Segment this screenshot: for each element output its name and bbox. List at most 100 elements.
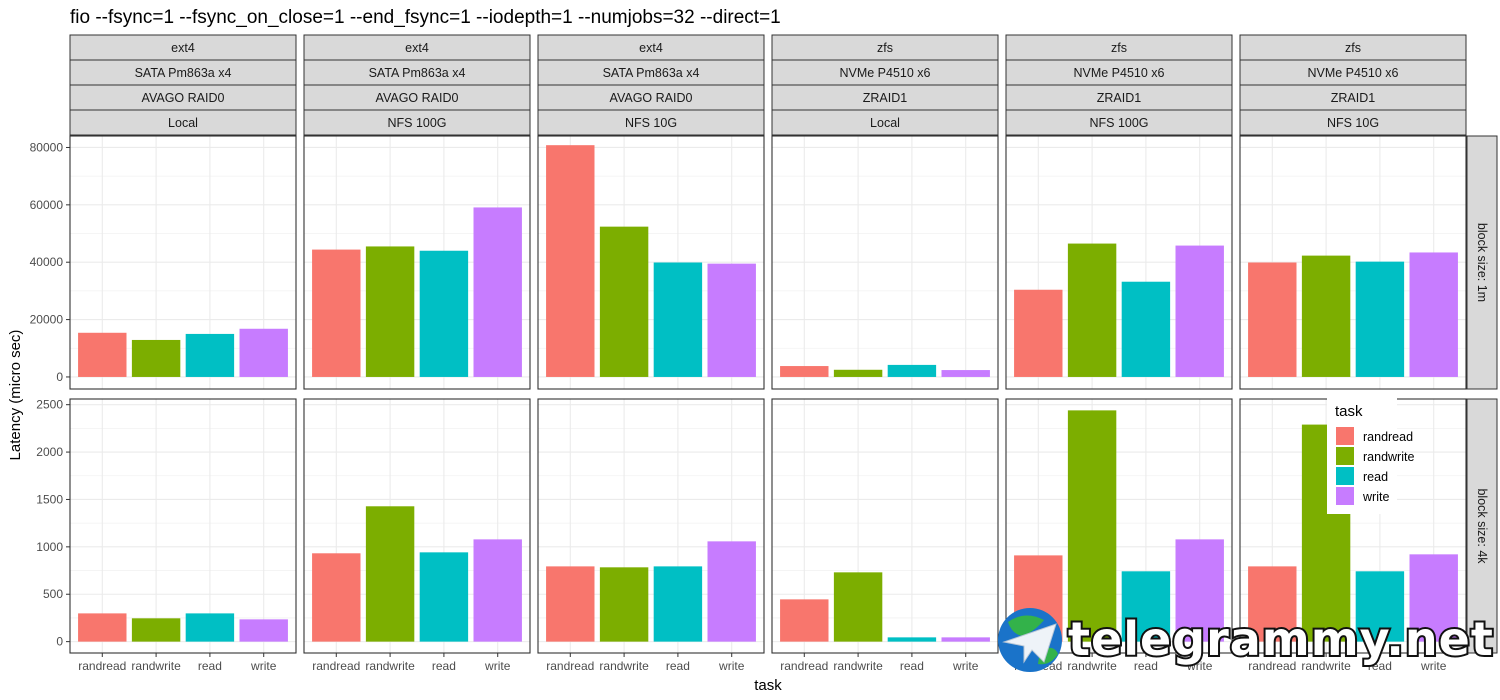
watermark-text: telegrammy.net [1068, 612, 1494, 666]
bar-randread [312, 249, 361, 377]
bar-randread [78, 332, 127, 377]
x-tick-label: write [1420, 659, 1447, 673]
facet-strip-label: AVAGO RAID0 [610, 91, 693, 105]
panel-border [303, 398, 531, 654]
x-tick-label: randread [78, 659, 126, 673]
bar-randread [546, 145, 595, 377]
bar-write [1409, 252, 1458, 377]
facet-strip [69, 34, 297, 61]
x-tick-label: randwrite [1067, 659, 1117, 673]
watermark: telegrammy.net [998, 608, 1495, 672]
bar-write [1175, 539, 1224, 642]
x-tick-label: randwrite [1301, 659, 1351, 673]
panel-background [70, 399, 296, 653]
paper-plane [1002, 623, 1057, 664]
x-tick-label: write [718, 659, 745, 673]
facet-strip-label: AVAGO RAID0 [142, 91, 225, 105]
bar-write [473, 539, 522, 642]
y-tick-label: 1500 [36, 492, 63, 506]
y-tick-label: 80000 [30, 140, 64, 154]
bar-write [239, 328, 288, 377]
facet-strip [537, 84, 765, 111]
facet-strip [69, 109, 297, 136]
facet-strip-label: ZRAID1 [863, 91, 908, 105]
facet-strip-label: Local [870, 116, 900, 130]
facet-strip-label: SATA Pm863a x4 [369, 66, 466, 80]
panel-border [69, 398, 297, 654]
legend-label: write [1362, 490, 1389, 504]
x-tick-label: randread [546, 659, 594, 673]
bar-randread [780, 366, 829, 377]
bar-randwrite [833, 572, 883, 642]
bar-write [707, 263, 756, 377]
facet-strip-label: zfs [1111, 41, 1127, 55]
facet-strip [303, 34, 531, 61]
facet-strip-label: ZRAID1 [1331, 91, 1376, 105]
facet-strip [771, 34, 999, 61]
bar-write [473, 207, 522, 377]
bar-read [185, 333, 235, 377]
y-tick-label: 2500 [36, 398, 63, 412]
facet-strip-label: zfs [877, 41, 893, 55]
bar-randwrite [365, 246, 415, 377]
x-tick-label: randwrite [833, 659, 883, 673]
x-tick-label: read [198, 659, 222, 673]
bar-write [239, 619, 288, 642]
facet-strip-label: SATA Pm863a x4 [603, 66, 700, 80]
legend-label: read [1363, 470, 1388, 484]
facet-strip [303, 84, 531, 111]
panel [537, 398, 765, 654]
x-tick-label: read [432, 659, 456, 673]
facet-strip-label: ext4 [639, 41, 663, 55]
x-tick-label: write [1186, 659, 1213, 673]
telegram-globe-icon [998, 608, 1062, 672]
facet-strip [1005, 34, 1233, 61]
panel-border [1005, 135, 1233, 390]
legend-title: task [1335, 403, 1363, 420]
x-tick-label: write [484, 659, 511, 673]
facet-strip [69, 59, 297, 86]
panel [1239, 135, 1467, 390]
panel-border [537, 398, 765, 654]
bar-randread [780, 599, 829, 642]
facet-strip [303, 59, 531, 86]
facet-strip-label: NVMe P4510 x6 [1073, 66, 1164, 80]
facet-strip-label: NVMe P4510 x6 [1307, 66, 1398, 80]
panel-border [303, 135, 531, 390]
panel [303, 135, 531, 390]
facet-strip [771, 84, 999, 111]
panel [1005, 398, 1233, 654]
facet-strip-label: zfs [1345, 41, 1361, 55]
facet-strip [771, 109, 999, 136]
y-tick-label: 2000 [36, 445, 63, 459]
bar-randwrite [131, 339, 181, 377]
bar-randread [546, 566, 595, 642]
bar-randread [1014, 289, 1063, 377]
row-strip-label: block size: 4k [1475, 488, 1489, 564]
row-strip-label: block size: 1m [1475, 223, 1489, 302]
facet-strip-label: Local [168, 116, 198, 130]
y-tick-label: 500 [43, 587, 63, 601]
y-tick-label: 40000 [30, 255, 64, 269]
facet-strip-label: ZRAID1 [1097, 91, 1142, 105]
bar-randread [1248, 566, 1297, 642]
facet-strip [537, 34, 765, 61]
facet-strip-label: NFS 10G [625, 116, 677, 130]
bar-randread [312, 553, 361, 642]
facet-strip [303, 109, 531, 136]
x-tick-label: read [1368, 659, 1392, 673]
bar-write [1175, 245, 1224, 377]
legend-label: randwrite [1363, 450, 1414, 464]
facet-strip-label: ext4 [405, 41, 429, 55]
facet-strip [1239, 59, 1467, 86]
x-axis-title: task [754, 677, 782, 694]
facet-strip [1239, 34, 1467, 61]
panel-border [771, 398, 999, 654]
panel [771, 398, 999, 654]
bar-randread [78, 613, 127, 642]
x-tick-label: read [1134, 659, 1158, 673]
panel [69, 135, 297, 390]
bar-read [185, 613, 235, 642]
